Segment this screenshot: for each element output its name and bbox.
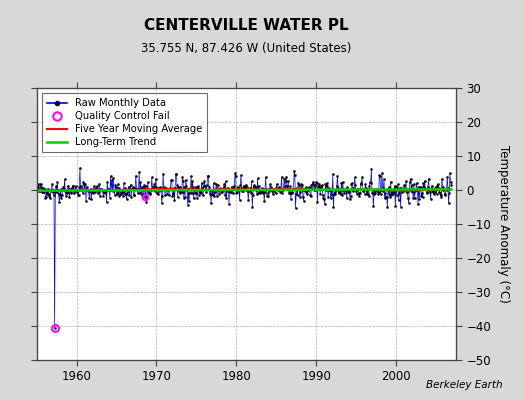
Text: Berkeley Earth: Berkeley Earth — [427, 380, 503, 390]
Y-axis label: Temperature Anomaly (°C): Temperature Anomaly (°C) — [497, 145, 510, 303]
Text: 35.755 N, 87.426 W (United States): 35.755 N, 87.426 W (United States) — [141, 42, 352, 55]
Text: CENTERVILLE WATER PL: CENTERVILLE WATER PL — [144, 18, 348, 33]
Legend: Raw Monthly Data, Quality Control Fail, Five Year Moving Average, Long-Term Tren: Raw Monthly Data, Quality Control Fail, … — [42, 93, 207, 152]
